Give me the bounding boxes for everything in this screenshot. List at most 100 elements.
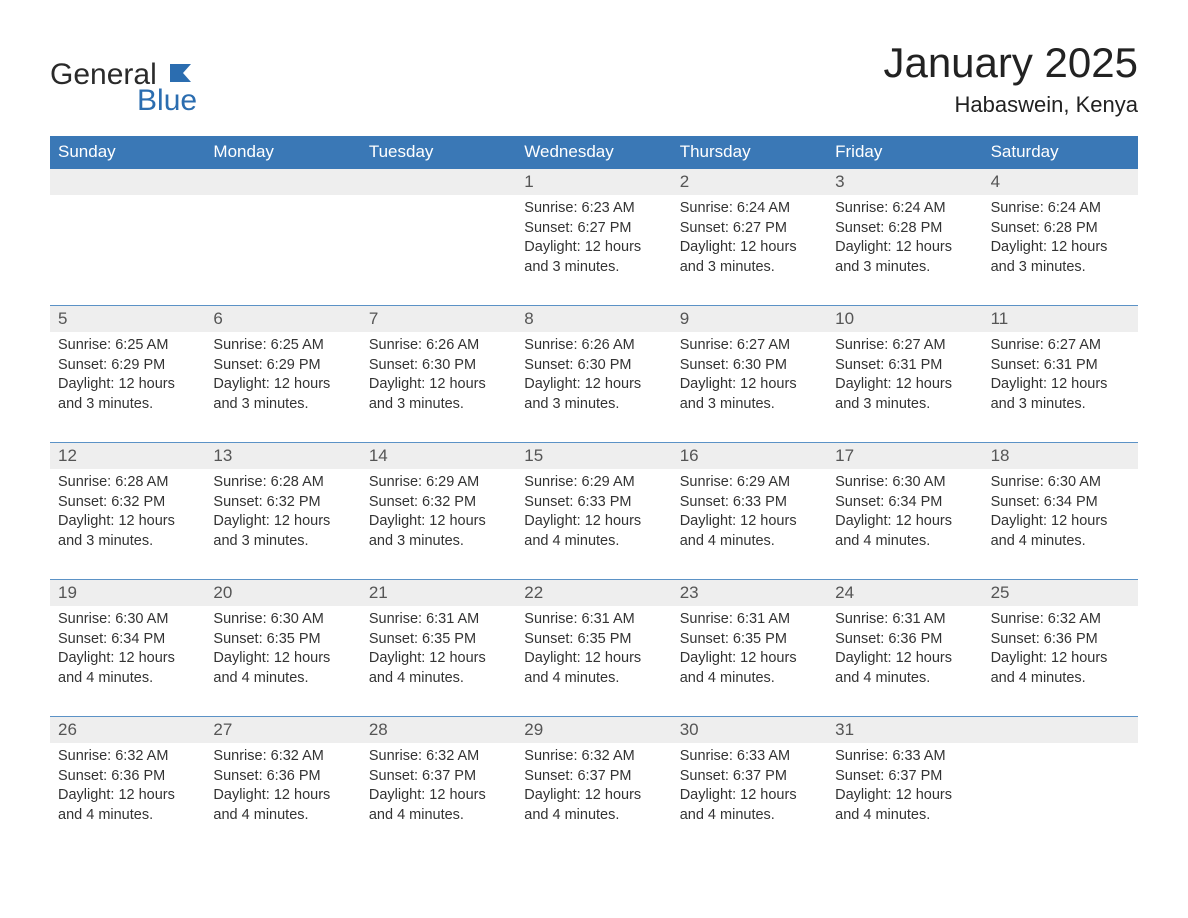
day-cell: Sunrise: 6:33 AMSunset: 6:37 PMDaylight:… [672,743,827,853]
day-header: Thursday [672,136,827,169]
sunset-text: Sunset: 6:36 PM [58,767,197,787]
day-number: 31 [827,717,982,743]
day-number: 29 [516,717,671,743]
day-number: 27 [205,717,360,743]
day-cell: Sunrise: 6:24 AMSunset: 6:28 PMDaylight:… [827,195,982,305]
day-number-row: 19202122232425 [50,580,1138,606]
sunrise-text: Sunrise: 6:28 AM [213,473,352,493]
sunrise-text: Sunrise: 6:33 AM [680,747,819,767]
title-block: January 2025 Habaswein, Kenya [883,40,1138,118]
day-number-row: 12131415161718 [50,443,1138,469]
daylight-text: Daylight: 12 hours and 3 minutes. [213,375,352,414]
day-body-row: Sunrise: 6:25 AMSunset: 6:29 PMDaylight:… [50,332,1138,442]
daylight-text: Daylight: 12 hours and 3 minutes. [369,512,508,551]
calendar-week: 19202122232425Sunrise: 6:30 AMSunset: 6:… [50,579,1138,716]
day-number: 7 [361,306,516,332]
day-header: Tuesday [361,136,516,169]
header-row: General Blue January 2025 Habaswein, Ken… [50,40,1138,118]
day-cell: Sunrise: 6:27 AMSunset: 6:31 PMDaylight:… [983,332,1138,442]
sunrise-text: Sunrise: 6:25 AM [213,336,352,356]
location-label: Habaswein, Kenya [883,92,1138,118]
calendar: Sunday Monday Tuesday Wednesday Thursday… [50,136,1138,853]
day-number: 10 [827,306,982,332]
day-number: 17 [827,443,982,469]
day-number: 1 [516,169,671,195]
day-number: 9 [672,306,827,332]
day-header: Sunday [50,136,205,169]
sunset-text: Sunset: 6:29 PM [58,356,197,376]
day-cell: Sunrise: 6:33 AMSunset: 6:37 PMDaylight:… [827,743,982,853]
daylight-text: Daylight: 12 hours and 4 minutes. [213,649,352,688]
sunset-text: Sunset: 6:34 PM [835,493,974,513]
daylight-text: Daylight: 12 hours and 4 minutes. [835,786,974,825]
day-number: 11 [983,306,1138,332]
sunset-text: Sunset: 6:37 PM [369,767,508,787]
sunrise-text: Sunrise: 6:30 AM [991,473,1130,493]
day-header: Saturday [983,136,1138,169]
day-number: 30 [672,717,827,743]
weeks-container: 1234Sunrise: 6:23 AMSunset: 6:27 PMDayli… [50,169,1138,853]
daylight-text: Daylight: 12 hours and 3 minutes. [991,238,1130,277]
daylight-text: Daylight: 12 hours and 3 minutes. [369,375,508,414]
daylight-text: Daylight: 12 hours and 3 minutes. [213,512,352,551]
sunset-text: Sunset: 6:32 PM [58,493,197,513]
sunset-text: Sunset: 6:35 PM [369,630,508,650]
day-number: 25 [983,580,1138,606]
day-number: 28 [361,717,516,743]
day-cell: Sunrise: 6:29 AMSunset: 6:33 PMDaylight:… [672,469,827,579]
day-cell: Sunrise: 6:30 AMSunset: 6:35 PMDaylight:… [205,606,360,716]
sunrise-text: Sunrise: 6:24 AM [680,199,819,219]
sunrise-text: Sunrise: 6:24 AM [991,199,1130,219]
calendar-header: Sunday Monday Tuesday Wednesday Thursday… [50,136,1138,169]
day-number: 24 [827,580,982,606]
daylight-text: Daylight: 12 hours and 4 minutes. [213,786,352,825]
daylight-text: Daylight: 12 hours and 4 minutes. [991,512,1130,551]
sunset-text: Sunset: 6:28 PM [991,219,1130,239]
sunset-text: Sunset: 6:33 PM [680,493,819,513]
day-cell: Sunrise: 6:27 AMSunset: 6:31 PMDaylight:… [827,332,982,442]
day-cell [983,743,1138,853]
day-header: Friday [827,136,982,169]
day-cell: Sunrise: 6:24 AMSunset: 6:27 PMDaylight:… [672,195,827,305]
day-cell: Sunrise: 6:26 AMSunset: 6:30 PMDaylight:… [516,332,671,442]
day-cell: Sunrise: 6:31 AMSunset: 6:35 PMDaylight:… [516,606,671,716]
calendar-week: 567891011Sunrise: 6:25 AMSunset: 6:29 PM… [50,305,1138,442]
day-number: 4 [983,169,1138,195]
day-cell: Sunrise: 6:31 AMSunset: 6:36 PMDaylight:… [827,606,982,716]
day-cell: Sunrise: 6:25 AMSunset: 6:29 PMDaylight:… [50,332,205,442]
day-cell: Sunrise: 6:24 AMSunset: 6:28 PMDaylight:… [983,195,1138,305]
daylight-text: Daylight: 12 hours and 4 minutes. [524,786,663,825]
calendar-week: 12131415161718 Sunrise: 6:28 AM Sunset: 6:… [50,442,1138,579]
daylight-text: Daylight: 12 hours and 3 minutes. [680,375,819,414]
day-number: 18 [983,443,1138,469]
sunrise-text: Sunrise: 6:32 AM [58,747,197,767]
daylight-text: Daylight: 12 hours and 4 minutes. [524,512,663,551]
day-cell: Sunrise: 6:30 AMSunset: 6:34 PMDaylight:… [827,469,982,579]
sunrise-text: Sunrise: 6:33 AM [835,747,974,767]
day-cell: Sunrise: 6:23 AMSunset: 6:27 PMDaylight:… [516,195,671,305]
sunset-text: Sunset: 6:37 PM [835,767,974,787]
sunrise-text: Sunrise: 6:24 AM [835,199,974,219]
day-number: 8 [516,306,671,332]
day-number [983,717,1138,743]
day-number [205,169,360,195]
sunrise-text: Sunrise: 6:30 AM [835,473,974,493]
day-number: 13 [205,443,360,469]
daylight-text: Daylight: 12 hours and 3 minutes. [58,512,197,551]
day-body-row: Sunrise: 6:30 AMSunset: 6:34 PMDaylight:… [50,606,1138,716]
sunrise-text: Sunrise: 6:31 AM [369,610,508,630]
sunrise-text: Sunrise: 6:29 AM [524,473,663,493]
sunset-text: Sunset: 6:28 PM [835,219,974,239]
daylight-text: Daylight: 12 hours and 4 minutes. [835,649,974,688]
daylight-text: Daylight: 12 hours and 4 minutes. [680,786,819,825]
sunrise-text: Sunrise: 6:26 AM [369,336,508,356]
day-cell [361,195,516,305]
day-number: 12 [50,443,205,469]
sunrise-text: Sunrise: 6:30 AM [58,610,197,630]
day-number: 20 [205,580,360,606]
sunrise-text: Sunrise: 6:27 AM [680,336,819,356]
sunrise-text: Sunrise: 6:25 AM [58,336,197,356]
day-number: 15 [516,443,671,469]
day-number [50,169,205,195]
sunset-text: Sunset: 6:27 PM [680,219,819,239]
